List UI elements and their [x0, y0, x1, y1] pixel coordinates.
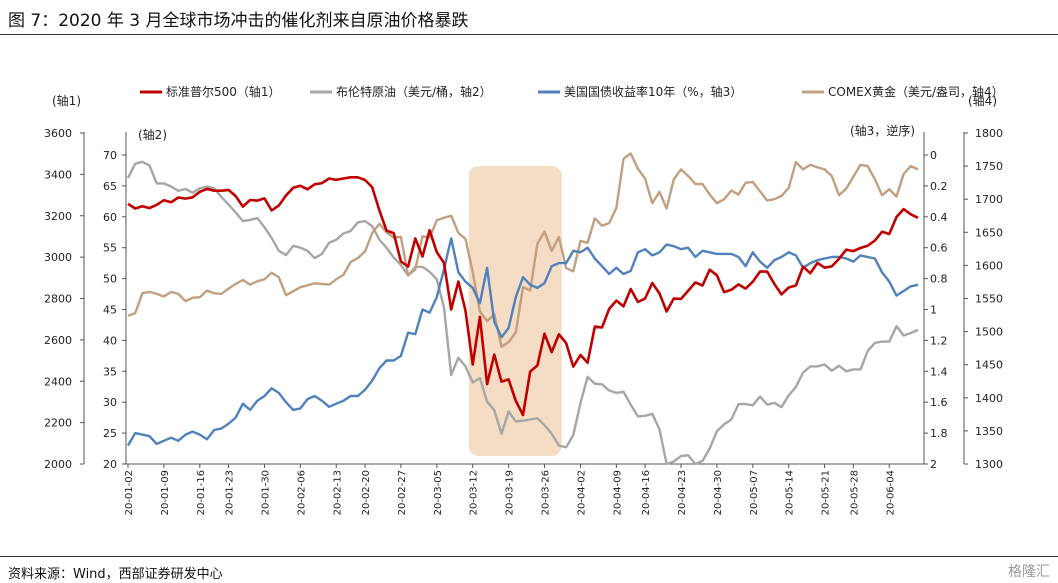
watermark: 格隆汇	[1008, 564, 1050, 580]
left2-axis-tick-label: 60	[103, 211, 117, 224]
right-axis-tick-label: 0.2	[930, 180, 948, 193]
legend-label-2: 美国国债收益率10年（%，轴3）	[564, 84, 742, 99]
left2-axis-tick-label: 65	[103, 180, 117, 193]
right2-axis-tick-label: 1650	[975, 226, 1003, 239]
left-axis-tick-label: 2400	[44, 375, 72, 388]
left2-axis-tick-label: 20	[103, 458, 117, 471]
x-axis-tick-label: 20-03-12	[469, 470, 480, 515]
axes: 2000220024002600280030003200340036002025…	[44, 127, 1003, 515]
series-line-1	[126, 160, 919, 466]
right-axis-tick-label: 0.4	[930, 211, 948, 224]
left2-axis-tick-label: 55	[103, 242, 117, 255]
left-axis-tick-label: 2800	[44, 293, 72, 306]
x-axis-tick-label: 20-01-30	[260, 470, 271, 515]
x-axis-tick-label: 20-04-09	[612, 470, 623, 515]
right-axis-tick-label: 0	[930, 149, 937, 162]
x-axis-tick-label: 20-05-07	[749, 470, 760, 515]
source-note: 资料来源：Wind，西部证券研发中心	[8, 567, 223, 582]
x-axis-tick-label: 20-02-20	[361, 470, 372, 515]
right-axis-tick-label: 0.8	[930, 273, 948, 286]
left2-axis-tick-label: 40	[103, 334, 117, 347]
right2-axis-tick-label: 1800	[975, 127, 1003, 140]
x-axis-tick-label: 20-04-02	[576, 470, 587, 515]
x-axis-tick-label: 20-03-05	[433, 470, 444, 515]
highlight-band	[468, 166, 562, 456]
legend: 标准普尔500（轴1） 布伦特原油（美元/桶，轴2） 美国国债收益率10年（%，轴3…	[140, 84, 1004, 99]
right-axis-tick-label: 1.6	[930, 396, 948, 409]
x-axis-tick-label: 20-01-16	[196, 470, 207, 515]
x-axis-tick-label: 20-01-23	[225, 470, 236, 515]
left2-axis-tick-label: 50	[103, 273, 117, 286]
x-axis-tick-label: 20-01-02	[124, 470, 135, 515]
series-line-2	[126, 237, 919, 447]
legend-label-3: COMEX黄金（美元/盎司，轴4）	[828, 84, 1004, 99]
x-axis-tick-label: 20-06-04	[885, 470, 896, 515]
right2-axis-label: (轴4)	[968, 93, 997, 108]
series-layer	[126, 152, 919, 466]
x-axis-tick-label: 20-05-28	[849, 470, 860, 515]
x-axis-tick-label: 20-03-19	[505, 470, 516, 515]
right2-axis-tick-label: 1550	[975, 293, 1003, 306]
right2-axis-tick-label: 1300	[975, 458, 1003, 471]
series-line-3	[127, 152, 919, 348]
x-axis-tick-label: 20-02-13	[332, 470, 343, 515]
right-axis-tick-label: 1	[930, 304, 937, 317]
left2-axis-tick-label: 70	[103, 149, 117, 162]
left-axis-tick-label: 3600	[44, 127, 72, 140]
bottom-rule	[0, 556, 1058, 557]
right-axis-tick-label: 2	[930, 458, 937, 471]
top-rule	[0, 34, 1058, 35]
series-line-0	[127, 176, 919, 417]
left2-axis-tick-label: 25	[103, 427, 117, 440]
left-axis-tick-label: 2200	[44, 417, 72, 430]
right2-axis-tick-label: 1450	[975, 359, 1003, 372]
right2-axis-tick-label: 1350	[975, 425, 1003, 438]
figure-title: 图 7：2020 年 3 月全球市场冲击的催化剂来自原油价格暴跌	[8, 11, 469, 31]
left-axis-label: (轴1)	[52, 93, 81, 108]
left-axis-tick-label: 3000	[44, 251, 72, 264]
right2-axis-tick-label: 1400	[975, 392, 1003, 405]
x-axis-tick-label: 20-04-30	[713, 470, 724, 515]
right2-axis-tick-label: 1750	[975, 160, 1003, 173]
legend-label-1: 布伦特原油（美元/桶，轴2）	[336, 84, 492, 99]
left2-axis-label: (轴2)	[138, 127, 167, 142]
x-axis-tick-label: 20-02-06	[296, 470, 307, 515]
x-axis-tick-label: 20-04-16	[641, 470, 652, 515]
left-axis-tick-label: 2000	[44, 458, 72, 471]
right2-axis-tick-label: 1600	[975, 259, 1003, 272]
right-axis-tick-label: 1.2	[930, 334, 948, 347]
x-axis-tick-label: 20-04-23	[677, 470, 688, 515]
x-axis-tick-label: 20-01-09	[160, 470, 171, 515]
right-axis-tick-label: 1.4	[930, 365, 948, 378]
left2-axis-tick-label: 45	[103, 304, 117, 317]
left2-axis-tick-label: 30	[103, 396, 117, 409]
right-axis-tick-label: 0.6	[930, 242, 948, 255]
right2-axis-tick-label: 1700	[975, 193, 1003, 206]
left-axis-tick-label: 3400	[44, 168, 72, 181]
right-axis-label: (轴3，逆序)	[850, 123, 915, 138]
right-axis-tick-label: 1.8	[930, 427, 948, 440]
legend-label-0: 标准普尔500（轴1）	[166, 84, 281, 99]
x-axis-tick-label: 20-05-14	[785, 470, 796, 515]
left-axis-tick-label: 3200	[44, 210, 72, 223]
left2-axis-tick-label: 35	[103, 365, 117, 378]
left-axis-tick-label: 2600	[44, 334, 72, 347]
x-axis-tick-label: 20-03-26	[541, 470, 552, 515]
x-axis-tick-label: 20-02-27	[397, 470, 408, 515]
x-axis-tick-label: 20-05-21	[821, 470, 832, 515]
right2-axis-tick-label: 1500	[975, 326, 1003, 339]
